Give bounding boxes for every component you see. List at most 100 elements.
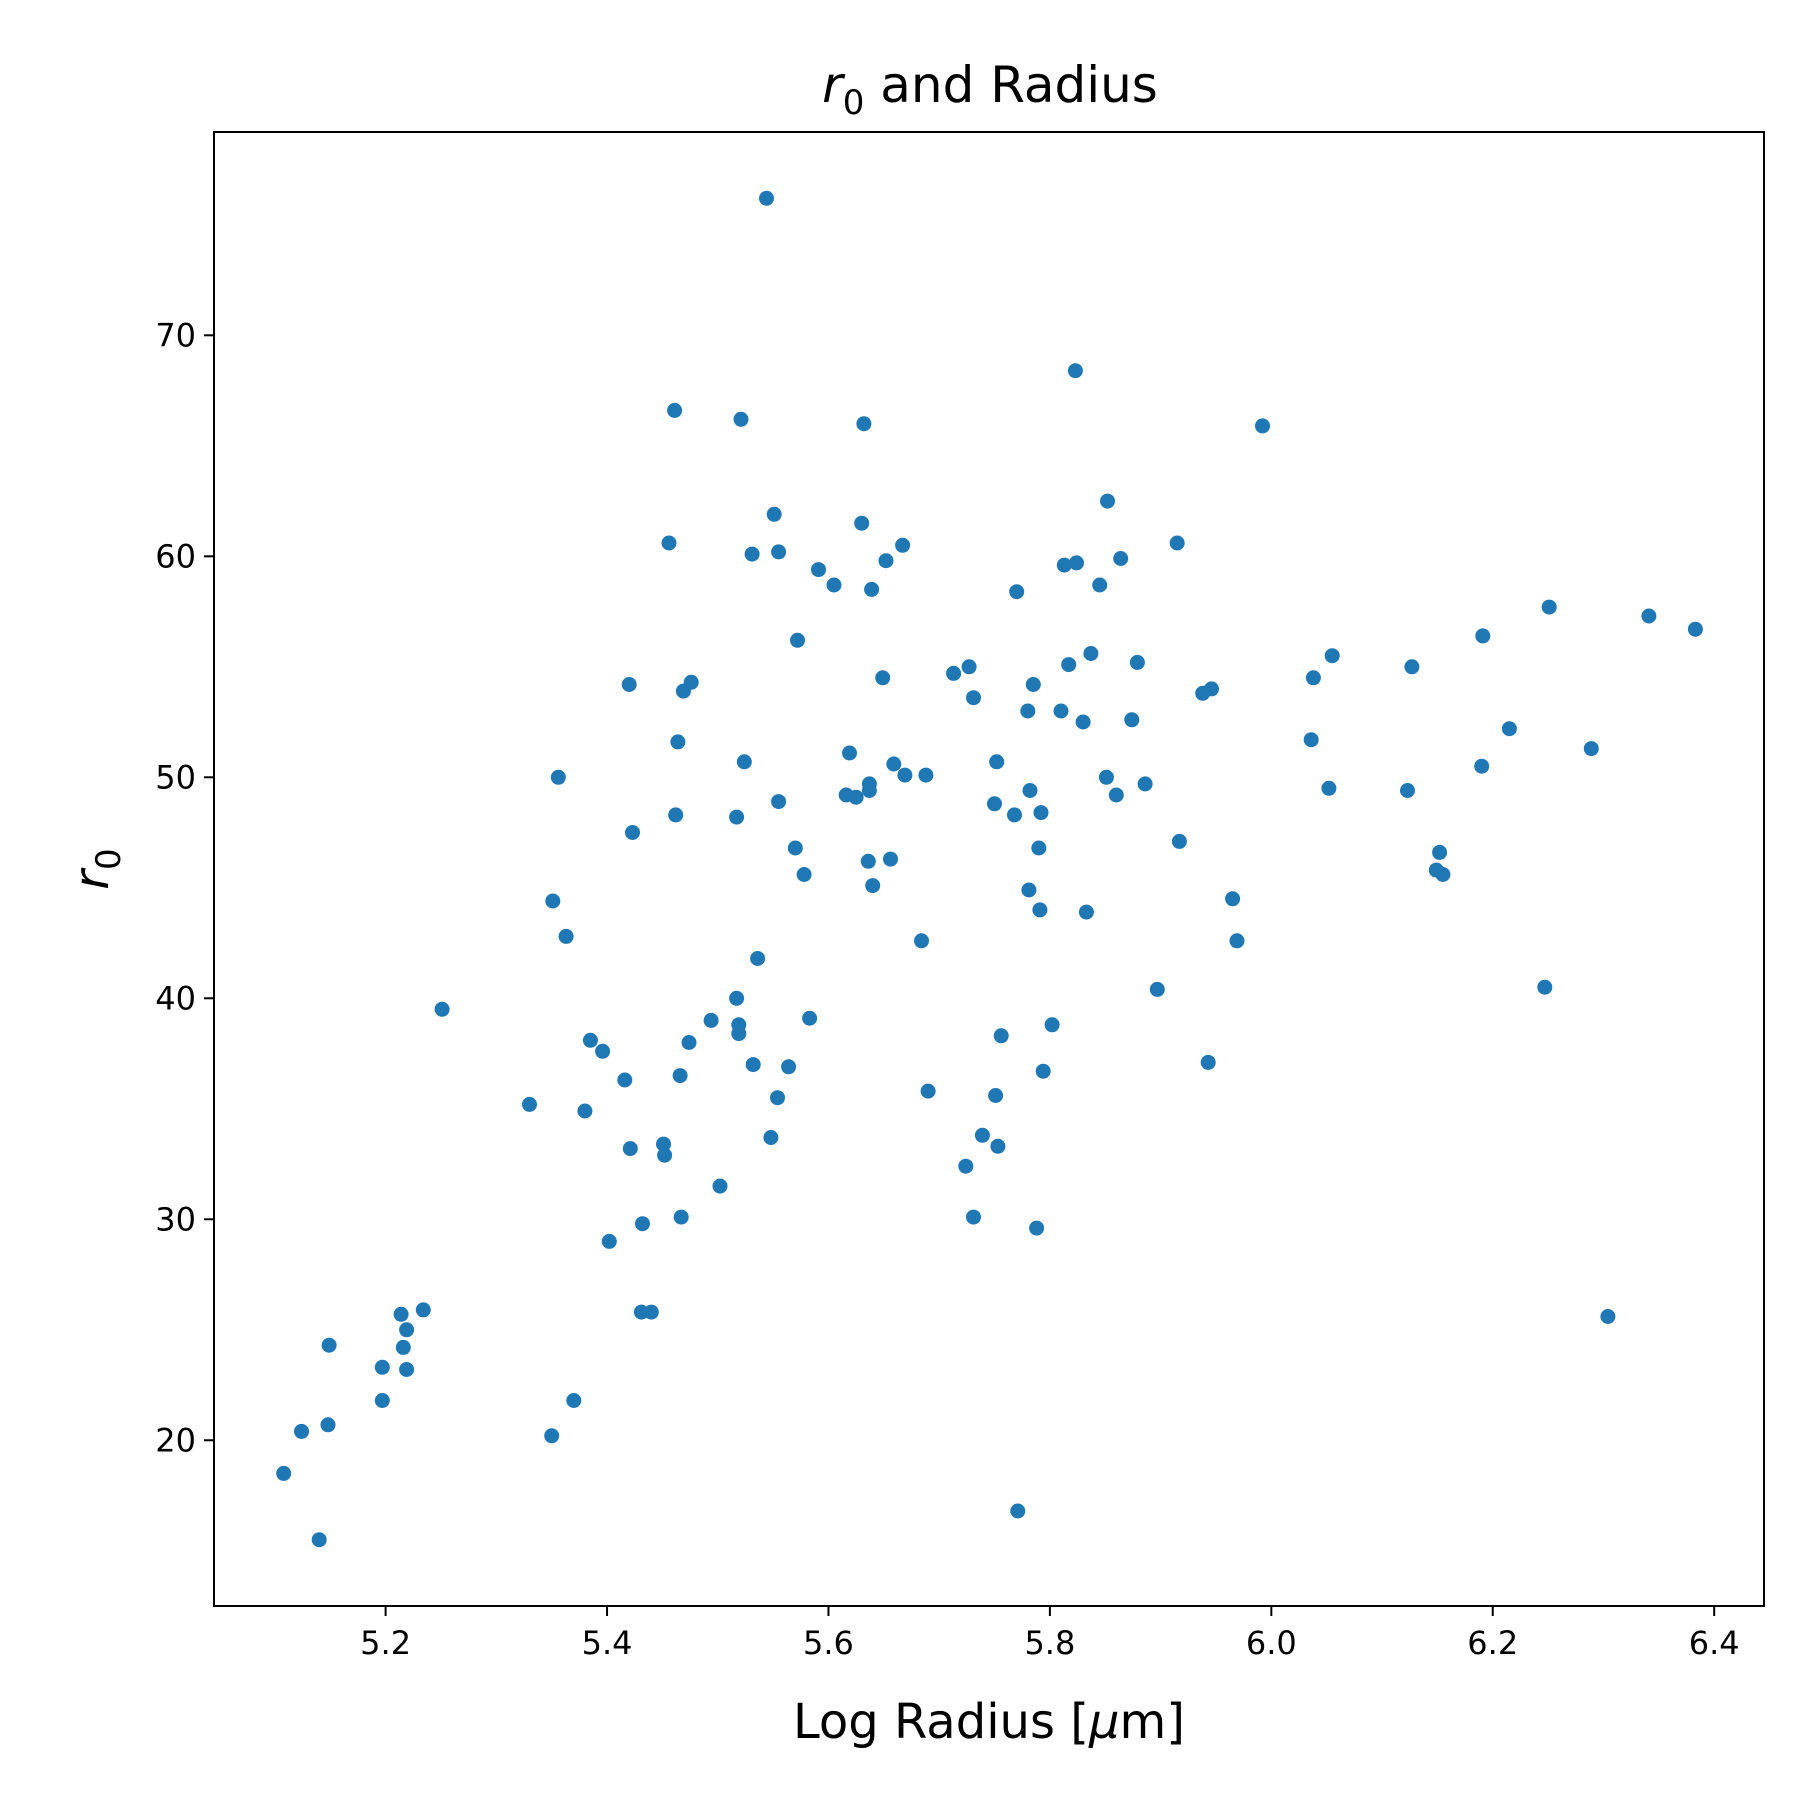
chart-title: r0 and Radius xyxy=(822,56,1158,123)
data-point-145 xyxy=(1537,979,1553,995)
data-point-53 xyxy=(763,1130,779,1145)
data-point-132 xyxy=(1255,418,1270,434)
data-point-84 xyxy=(946,665,962,681)
data-point-40 xyxy=(683,674,699,690)
data-point-13 xyxy=(522,1096,537,1112)
data-point-74 xyxy=(865,878,881,894)
data-point-66 xyxy=(842,745,857,761)
data-point-19 xyxy=(577,1103,593,1119)
data-point-1 xyxy=(311,1532,327,1548)
data-point-87 xyxy=(966,690,981,706)
data-point-81 xyxy=(914,933,929,949)
y-axis-label: r0 xyxy=(64,848,129,889)
data-point-89 xyxy=(974,1127,990,1143)
data-point-26 xyxy=(625,825,640,840)
data-point-28 xyxy=(635,1216,650,1232)
data-point-124 xyxy=(1149,981,1165,997)
data-point-57 xyxy=(771,794,787,810)
data-point-50 xyxy=(745,1057,761,1073)
data-point-51 xyxy=(750,951,766,966)
x-tick-label: 5.2 xyxy=(360,1624,411,1662)
data-point-47 xyxy=(733,411,749,427)
data-point-42 xyxy=(712,1178,728,1194)
data-point-116 xyxy=(1092,577,1108,593)
y-axis-label-subscript: 0 xyxy=(89,848,129,870)
x-axis-label: Log Radius [μm] xyxy=(793,1694,1185,1750)
data-point-54 xyxy=(766,506,782,522)
x-axis-ticks: 5.2 5.4 5.6 5.8 6.0 6.2 6.4 xyxy=(360,1606,1740,1662)
data-point-111 xyxy=(1067,363,1083,379)
data-point-134 xyxy=(1305,670,1321,686)
data-point-68 xyxy=(854,515,870,531)
points-layer xyxy=(276,190,1703,1548)
data-point-44 xyxy=(729,809,745,825)
data-point-69 xyxy=(856,416,872,432)
data-point-39 xyxy=(681,1035,697,1050)
data-point-131 xyxy=(1229,933,1245,949)
x-axis-label-prefix: Log Radius [ xyxy=(793,1694,1089,1750)
data-point-125 xyxy=(1169,535,1185,551)
data-point-110 xyxy=(1061,657,1077,673)
data-point-70 xyxy=(860,853,876,869)
data-point-10 xyxy=(399,1362,415,1377)
data-point-11 xyxy=(415,1302,431,1318)
data-point-63 xyxy=(811,562,826,578)
data-point-0 xyxy=(276,1465,292,1481)
data-point-92 xyxy=(989,754,1005,770)
data-point-25 xyxy=(622,1141,638,1157)
data-point-2 xyxy=(294,1423,309,1439)
data-point-58 xyxy=(781,1059,797,1075)
data-point-146 xyxy=(1541,599,1557,615)
data-point-141 xyxy=(1435,867,1451,882)
data-point-30 xyxy=(656,1136,671,1152)
data-point-138 xyxy=(1404,659,1420,675)
x-axis-label-symbol: μ xyxy=(1088,1694,1120,1750)
data-point-93 xyxy=(990,1138,1006,1154)
data-point-137 xyxy=(1400,783,1415,798)
data-point-101 xyxy=(1025,677,1041,692)
data-point-72 xyxy=(861,783,877,798)
data-point-73 xyxy=(864,581,880,597)
data-point-91 xyxy=(988,1088,1004,1103)
data-point-114 xyxy=(1078,904,1094,920)
data-point-77 xyxy=(883,851,898,867)
data-point-21 xyxy=(595,1043,611,1059)
data-point-62 xyxy=(802,1010,818,1026)
data-point-136 xyxy=(1324,648,1340,664)
data-point-103 xyxy=(1031,840,1047,856)
y-tick-label: 20 xyxy=(155,1421,196,1459)
data-point-113 xyxy=(1075,714,1091,730)
data-point-22 xyxy=(601,1233,617,1249)
data-point-55 xyxy=(770,1090,785,1106)
data-point-35 xyxy=(670,734,686,750)
data-point-46 xyxy=(731,1026,747,1042)
data-point-96 xyxy=(1009,584,1025,600)
data-point-17 xyxy=(558,928,574,944)
data-point-94 xyxy=(993,1028,1009,1044)
data-point-75 xyxy=(875,670,891,686)
data-point-18 xyxy=(566,1393,582,1408)
data-point-15 xyxy=(545,893,561,909)
data-point-49 xyxy=(744,546,760,562)
data-point-86 xyxy=(961,659,977,675)
data-point-122 xyxy=(1129,654,1145,670)
data-point-106 xyxy=(1035,1063,1051,1079)
data-point-9 xyxy=(399,1322,415,1338)
data-point-29 xyxy=(643,1304,659,1320)
chart-title-subscript: 0 xyxy=(843,83,865,123)
data-point-117 xyxy=(1098,769,1114,785)
data-point-33 xyxy=(667,402,683,418)
data-point-99 xyxy=(1021,882,1037,898)
data-point-7 xyxy=(393,1306,409,1322)
data-point-24 xyxy=(621,677,637,692)
data-point-76 xyxy=(878,553,894,569)
data-point-148 xyxy=(1600,1309,1616,1324)
data-point-79 xyxy=(895,537,911,553)
data-point-52 xyxy=(759,190,774,206)
x-tick-label: 6.4 xyxy=(1689,1624,1740,1662)
data-point-85 xyxy=(958,1158,974,1174)
y-axis-ticks: 20 30 40 50 60 70 xyxy=(155,316,214,1459)
data-point-36 xyxy=(672,1068,688,1084)
data-point-128 xyxy=(1200,1054,1216,1070)
